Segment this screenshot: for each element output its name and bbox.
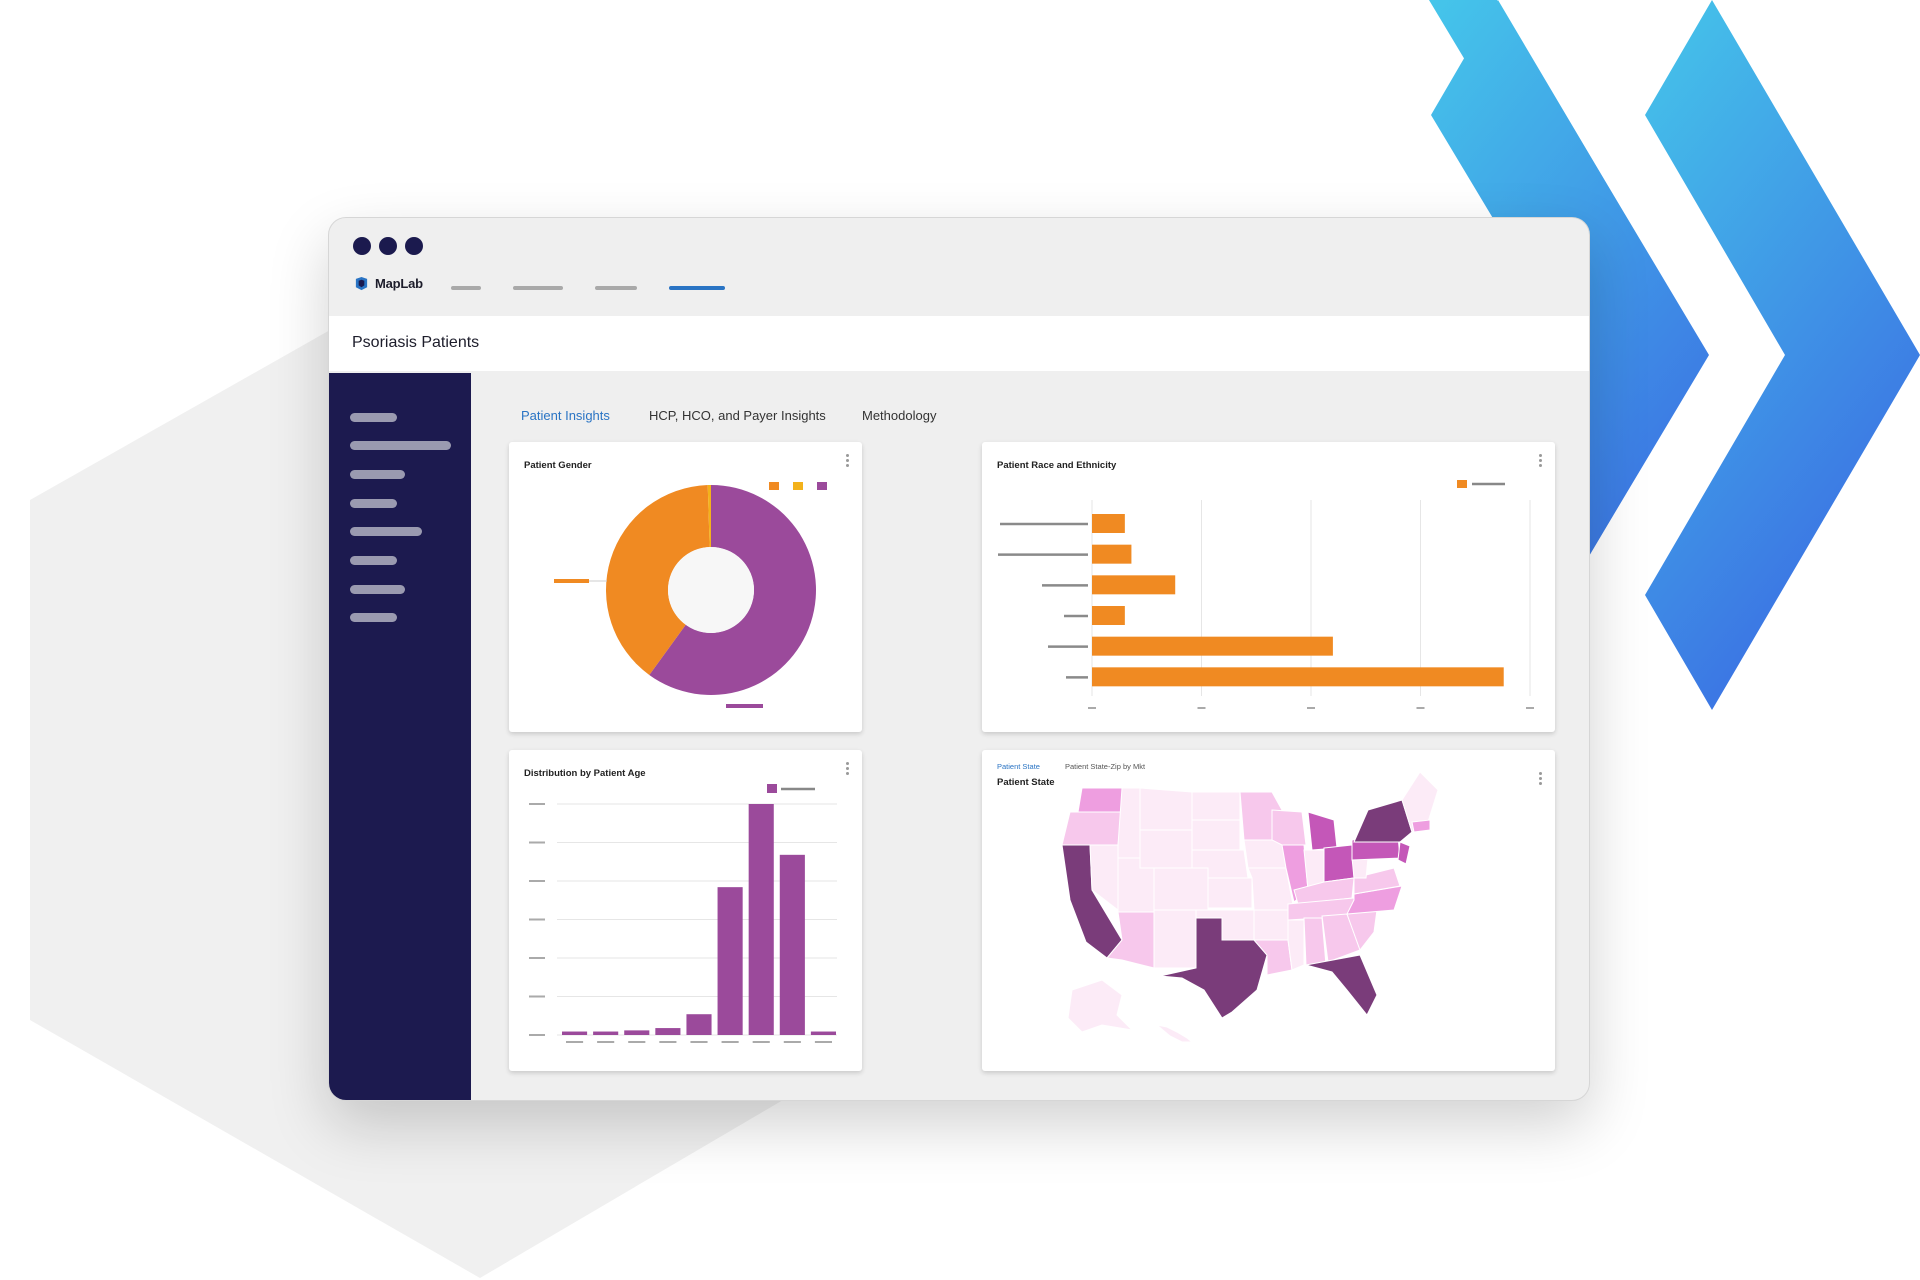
tab-patient-insights[interactable]: Patient Insights: [521, 408, 610, 423]
map-region-kansas[interactable]: [1207, 877, 1253, 909]
kebab-menu-icon[interactable]: [846, 454, 850, 469]
legend-swatch: [767, 784, 777, 793]
patient-gender-card: Patient Gender: [509, 442, 862, 732]
map-region-south-dakota[interactable]: [1191, 819, 1241, 851]
legend-swatch: [1457, 480, 1467, 488]
pie-slice-1[interactable]: [606, 485, 710, 675]
sidebar: [329, 373, 471, 1100]
bar-8[interactable]: [810, 1031, 836, 1035]
map-region-west-virginia[interactable]: [1351, 857, 1369, 879]
map-region-ohio[interactable]: [1323, 844, 1355, 883]
map-region-north-dakota[interactable]: [1191, 791, 1241, 821]
nav-item[interactable]: [513, 286, 563, 290]
bar-1[interactable]: [593, 1031, 619, 1035]
pie-slice-2[interactable]: [707, 485, 711, 548]
map-region-wyoming[interactable]: [1139, 829, 1193, 869]
tab-hcp-hco-payer-insights[interactable]: HCP, HCO, and Payer Insights: [649, 408, 826, 423]
chevron-arrow-right-icon: [1645, 0, 1920, 710]
page-header: Psoriasis Patients: [329, 316, 1589, 371]
map-region-new-mexico[interactable]: [1153, 909, 1197, 969]
map-region-oregon[interactable]: [1061, 811, 1123, 846]
map-region-hawaii[interactable]: [1156, 1024, 1194, 1043]
donut-hole: [668, 547, 754, 633]
map-tab-patient-state[interactable]: Patient State: [997, 762, 1040, 771]
sidebar-item[interactable]: [350, 470, 405, 479]
map-region-new-york[interactable]: [1353, 799, 1413, 843]
app-window: MapLab Psoriasis Patients Patient Insigh…: [328, 217, 1590, 1101]
bar-1[interactable]: [1092, 544, 1132, 564]
kebab-menu-icon[interactable]: [1539, 772, 1543, 787]
map-region-arkansas[interactable]: [1253, 909, 1289, 941]
bar-4[interactable]: [686, 1014, 712, 1035]
tab-methodology[interactable]: Methodology: [862, 408, 937, 423]
map-region-mississippi[interactable]: [1287, 919, 1305, 971]
card-title: Patient Race and Ethnicity: [997, 460, 1117, 471]
map-region-texas[interactable]: [1159, 917, 1268, 1019]
legend-swatch: [817, 482, 827, 490]
page-title: Psoriasis Patients: [352, 334, 480, 351]
patient-race-card: Patient Race and Ethnicity: [982, 442, 1555, 732]
us-state-map: [1061, 771, 1439, 1043]
bar-4[interactable]: [1092, 636, 1333, 656]
nav-item-active[interactable]: [669, 286, 725, 290]
sidebar-item[interactable]: [350, 556, 397, 565]
sidebar-item[interactable]: [350, 413, 397, 422]
patient-state-card: Patient State Patient State-Zip by Mkt P…: [982, 750, 1555, 1071]
map-region-montana[interactable]: [1139, 787, 1193, 831]
bar-6[interactable]: [748, 804, 774, 1035]
map-tab-state-zip[interactable]: Patient State-Zip by Mkt: [1065, 762, 1146, 771]
gender-donut-chart: [554, 482, 827, 708]
map-region-wisconsin[interactable]: [1271, 809, 1307, 846]
window-dot-icon[interactable]: [405, 237, 423, 255]
brand[interactable]: MapLab: [354, 276, 423, 291]
bar-2[interactable]: [624, 1030, 650, 1035]
map-region-kentucky[interactable]: [1293, 877, 1355, 905]
nav-item[interactable]: [451, 286, 481, 290]
sidebar-item[interactable]: [350, 613, 397, 622]
app-name: MapLab: [375, 276, 423, 291]
map-region-washington[interactable]: [1077, 787, 1123, 813]
window-controls: [353, 237, 423, 255]
legend-swatch: [793, 482, 803, 490]
window-dot-icon[interactable]: [379, 237, 397, 255]
map-region-new-jersey[interactable]: [1397, 841, 1411, 865]
legend-swatch: [769, 482, 779, 490]
age-bar-chart: [529, 784, 837, 1043]
map-region-michigan[interactable]: [1307, 811, 1338, 851]
pie-slice-0[interactable]: [649, 485, 816, 695]
bar-2[interactable]: [1092, 575, 1176, 595]
sidebar-item[interactable]: [350, 441, 451, 450]
card-title: Patient Gender: [524, 460, 592, 471]
map-region-florida[interactable]: [1305, 954, 1378, 1016]
bar-0[interactable]: [562, 1031, 588, 1035]
map-region-alaska[interactable]: [1067, 979, 1134, 1033]
map-region-colorado[interactable]: [1153, 867, 1209, 911]
window-dot-icon[interactable]: [353, 237, 371, 255]
card-title: Patient State: [997, 777, 1055, 788]
bar-5[interactable]: [1092, 667, 1504, 687]
sidebar-item[interactable]: [350, 527, 422, 536]
kebab-menu-icon[interactable]: [846, 762, 850, 777]
race-bar-chart: [998, 480, 1534, 709]
map-region-virginia[interactable]: [1353, 867, 1401, 895]
sidebar-item[interactable]: [350, 585, 405, 594]
map-region-louisiana[interactable]: [1252, 939, 1293, 976]
map-region-idaho[interactable]: [1117, 787, 1141, 859]
sidebar-item[interactable]: [350, 499, 397, 508]
bar-3[interactable]: [1092, 606, 1125, 625]
nav-item[interactable]: [595, 286, 637, 290]
bar-7[interactable]: [779, 854, 805, 1035]
bar-5[interactable]: [717, 887, 743, 1035]
map-region-new-england[interactable]: [1401, 771, 1439, 833]
bar-0[interactable]: [1092, 514, 1125, 533]
maplab-logo-icon: [355, 276, 368, 291]
kebab-menu-icon[interactable]: [1539, 454, 1543, 469]
map-region-massachusetts[interactable]: [1411, 819, 1431, 833]
patient-age-card: Distribution by Patient Age: [509, 750, 862, 1071]
card-title: Distribution by Patient Age: [524, 768, 646, 779]
bar-3[interactable]: [655, 1028, 681, 1035]
